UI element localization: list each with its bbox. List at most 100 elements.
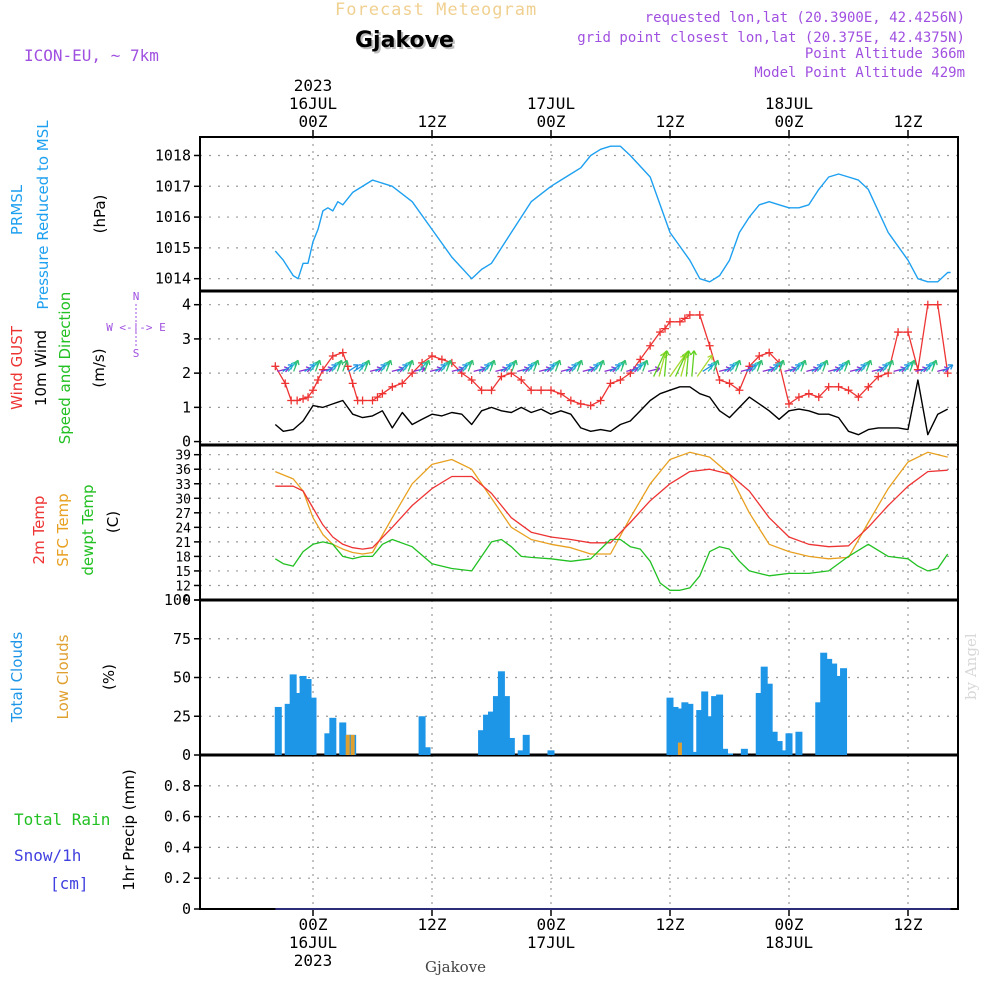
wind-direction-arrow — [838, 361, 848, 372]
wind-direction-arrow — [816, 361, 826, 372]
total-cloud-bar — [507, 737, 515, 755]
wind-direction-arrow — [544, 364, 555, 372]
gust-marker — [368, 396, 377, 405]
wind-direction-arrow — [314, 359, 321, 372]
footer-location: Gjakove — [425, 958, 487, 976]
total-cloud-bar — [502, 696, 510, 755]
y-tick-label: 0.2 — [164, 869, 191, 887]
gust-marker — [765, 348, 774, 357]
total-cloud-bar — [671, 706, 679, 755]
gust-marker — [576, 399, 585, 408]
y-tick-label: 24 — [175, 521, 191, 536]
y-tick-label: 36 — [175, 463, 191, 478]
wind-direction-arrow — [331, 361, 340, 372]
total-cloud-bar — [686, 703, 694, 755]
total-cloud-bar — [309, 697, 317, 755]
top-time-label: 00Z — [299, 112, 328, 131]
wind-arrow-head — [511, 359, 518, 366]
y-tick-label: 1016 — [155, 208, 191, 226]
wind-direction-arrow — [527, 361, 537, 372]
wind-direction-arrow — [789, 364, 801, 372]
wind-arrow-head — [293, 359, 300, 366]
gust-marker — [794, 393, 803, 402]
total-cloud-bar — [492, 696, 500, 755]
wind-direction-arrow — [478, 364, 490, 372]
gust-marker — [844, 386, 853, 395]
wind-direction-arrow — [898, 364, 910, 372]
wind-direction-arrow — [876, 364, 888, 372]
gust-marker — [566, 396, 575, 405]
wind-direction-arrow — [642, 359, 648, 372]
total-cloud-bar — [840, 668, 848, 755]
total-cloud-bar — [324, 733, 332, 755]
bottom-time-label: 2023 — [294, 951, 333, 970]
total-cloud-bar — [681, 702, 689, 755]
wind-arrow-head — [408, 359, 415, 366]
gust-marker — [398, 379, 407, 388]
y-tick-label: 12 — [175, 579, 191, 594]
wind-direction-arrow — [669, 354, 686, 377]
location-title: Gjakove — [355, 28, 454, 53]
snow-label: Snow/1h — [14, 846, 81, 865]
gust-marker — [373, 393, 382, 402]
total-cloud-bar — [760, 666, 768, 755]
total-cloud-bar — [666, 697, 674, 755]
gust-marker — [725, 379, 734, 388]
wind-speed-line — [274, 379, 949, 436]
low-cloud-bar — [677, 742, 682, 755]
wind-arrow-head — [642, 359, 649, 366]
snow-unit-label: [cm] — [50, 874, 89, 893]
gust-marker — [904, 328, 912, 337]
wind-direction-arrow — [593, 361, 602, 372]
gust-marker — [586, 401, 595, 410]
wind-direction-arrow — [342, 359, 348, 372]
top-time-label: 00Z — [775, 112, 804, 131]
y-tick-label: 33 — [175, 478, 191, 493]
y-tick-label: 15 — [175, 565, 191, 580]
gust-marker — [675, 317, 684, 326]
wind-direction-arrow — [484, 361, 493, 372]
total-cloud-bar — [740, 748, 748, 755]
2m-temp-line — [275, 468, 948, 550]
y-tick-label: 0 — [182, 746, 191, 764]
wind-direction-arrow — [865, 359, 872, 372]
gust-marker — [596, 396, 605, 405]
gust-marker — [299, 394, 308, 403]
total-rain-label: Total Rain — [14, 810, 110, 829]
wind-direction-arrow — [942, 364, 954, 372]
wind-direction-arrow — [843, 359, 850, 372]
wind-direction-arrow — [467, 359, 474, 372]
compass-north: N — [133, 290, 140, 303]
wind-direction-arrow — [407, 359, 414, 372]
compass-south: S — [133, 347, 140, 360]
gust-marker — [705, 341, 714, 350]
wind-arrow-head — [533, 359, 540, 366]
wind-direction-arrow — [620, 359, 626, 372]
wind-arrow-head — [822, 359, 829, 366]
total-cloud-bar — [284, 703, 292, 755]
gust-marker — [507, 369, 516, 378]
gust-marker — [378, 389, 387, 398]
wind-direction-arrow — [822, 359, 828, 372]
y-tick-label: 100 — [164, 591, 191, 609]
total-cloud-bar — [423, 747, 431, 755]
2m-temp-label: 2m Temp — [30, 496, 48, 565]
wind-direction-arrow — [904, 361, 913, 372]
wind-direction-arrow — [522, 364, 534, 372]
gust-marker — [309, 386, 317, 395]
wind-arrow-head — [713, 359, 720, 366]
sfc-temp-label: SFC Temp — [54, 493, 72, 566]
bottom-time-label: 17JUL — [527, 933, 575, 952]
gust-marker — [497, 372, 506, 381]
wind-direction-arrow — [882, 361, 891, 372]
wind-arrow-head — [685, 350, 692, 356]
total-cloud-bar — [716, 694, 724, 755]
wind-direction-arrow — [363, 359, 370, 372]
total-cloud-bar — [676, 708, 684, 755]
top-time-label: 17JUL — [527, 94, 575, 113]
wind-direction-arrow — [549, 361, 559, 372]
panel-frame — [199, 754, 959, 910]
requested-coords: requested lon,lat (20.3900E, 42.4256N) — [644, 10, 965, 26]
total-cloud-bar — [547, 750, 555, 755]
y-tick-label: 25 — [173, 707, 191, 725]
